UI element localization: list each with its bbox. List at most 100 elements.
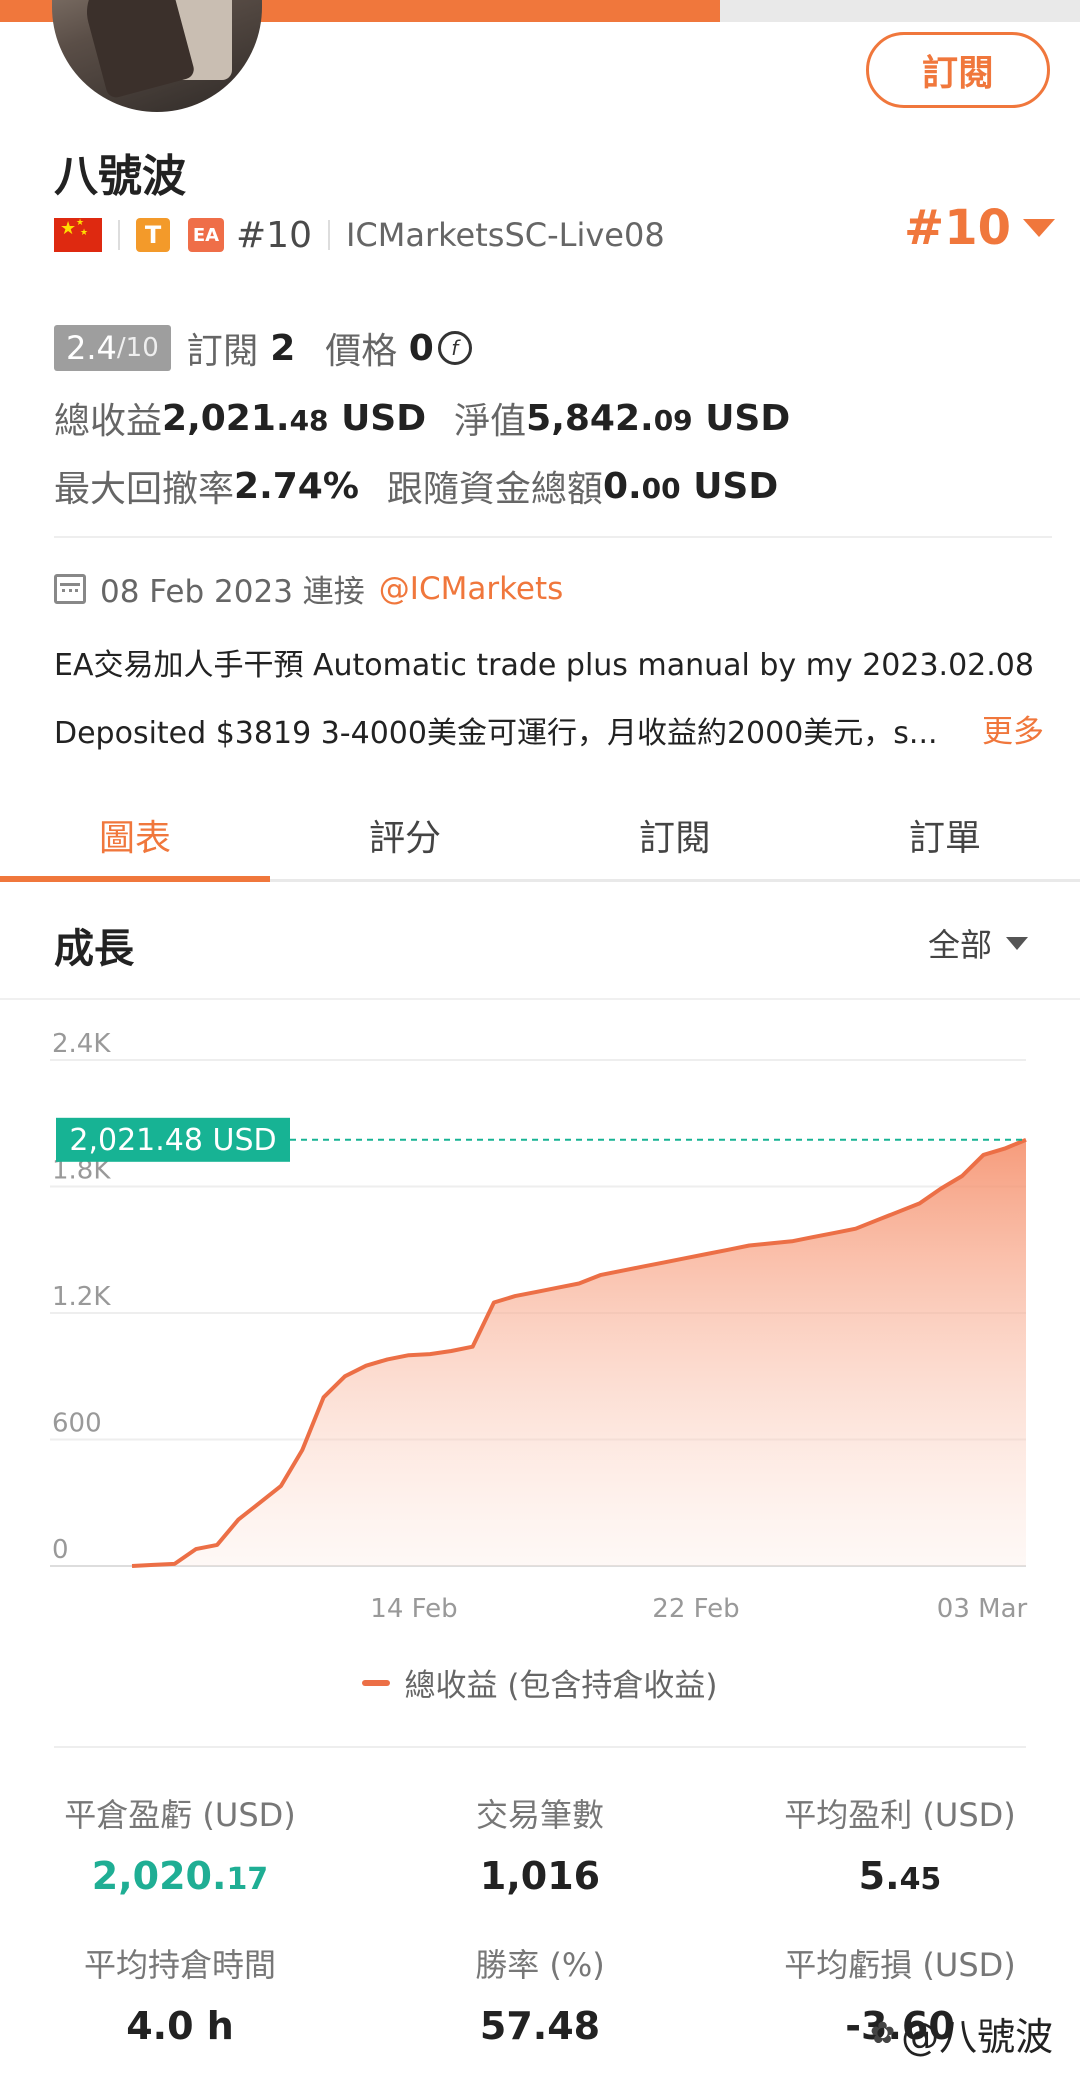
broker-link[interactable]: @ICMarkets bbox=[378, 570, 564, 607]
equity-dec: 09 bbox=[653, 403, 693, 437]
subs-label: 訂閱 bbox=[186, 331, 259, 372]
coin-icon: f bbox=[437, 331, 472, 365]
equity-label: 淨值 bbox=[454, 401, 527, 442]
description-line-1: EA交易加人手干預 Automatic trade plus manual by… bbox=[54, 648, 1034, 683]
rating-denominator: /10 bbox=[116, 333, 159, 363]
period-filter[interactable]: 全部 bbox=[928, 920, 1028, 966]
chart-legend: 總收益 (包含持倉收益) bbox=[0, 1660, 1080, 1705]
trader-name: 八號波 bbox=[54, 151, 186, 202]
rating-value: 2.4 bbox=[66, 329, 117, 367]
metric-value: 4.0 h bbox=[30, 2004, 330, 2048]
drawdown-value: 2.74% bbox=[234, 465, 359, 507]
y-tick-label: 600 bbox=[52, 1409, 102, 1439]
total-dec: 48 bbox=[289, 403, 329, 437]
follow-unit: USD bbox=[693, 465, 779, 507]
metric-value-dec: 17 bbox=[226, 1862, 269, 1897]
metric-item: 勝率 (%) 57.48 bbox=[390, 1940, 690, 2048]
connection-info: 08 Feb 2023 連接 @ICMarkets bbox=[54, 566, 563, 611]
metric-value-int: 4.0 h bbox=[126, 2004, 234, 2048]
total-value: 2,021.48 USD bbox=[162, 398, 426, 439]
divider bbox=[54, 536, 1052, 538]
rank-big-label: #10 bbox=[904, 200, 1012, 256]
calendar-icon bbox=[54, 573, 86, 604]
legend-swatch bbox=[362, 1679, 391, 1686]
metric-value: -3.60 bbox=[750, 2004, 1050, 2048]
watermark-text: @八號波 bbox=[901, 2015, 1054, 2059]
divider bbox=[118, 220, 120, 250]
ea-badge-icon: EA bbox=[188, 218, 224, 252]
y-tick-label: 0 bbox=[52, 1535, 69, 1565]
series-line bbox=[131, 1137, 1027, 1568]
tab-bar: 圖表 評分 訂閱 訂單 bbox=[0, 790, 1080, 882]
metric-value: 2,020.17 bbox=[30, 1854, 330, 1898]
y-tick-label: 1.2K bbox=[52, 1282, 111, 1312]
drawdown-label: 最大回撤率 bbox=[54, 469, 235, 510]
follow-value: 0.00 USD bbox=[603, 466, 778, 507]
subscribe-button[interactable]: 訂閱 bbox=[866, 32, 1050, 108]
metric-item: 平均持倉時間 4.0 h bbox=[30, 1940, 330, 2048]
y-tick-label: 2.4K bbox=[52, 1029, 111, 1059]
badge-row: ★ ★ ★ T EA #10 ICMarketsSC-Live08 bbox=[54, 212, 665, 258]
metric-value: 5.45 bbox=[750, 1854, 1050, 1898]
broker-server: ICMarketsSC-Live08 bbox=[345, 216, 665, 254]
subs-value: 2 bbox=[270, 327, 296, 369]
rating-badge: 2.4/10 bbox=[54, 325, 171, 371]
metric-value-int: 1,016 bbox=[479, 1854, 601, 1898]
metric-value: 1,016 bbox=[390, 1854, 690, 1898]
more-link[interactable]: 更多 bbox=[982, 714, 1044, 750]
x-tick-label: 22 Feb bbox=[652, 1594, 739, 1624]
metric-value-int: 2,020. bbox=[91, 1854, 227, 1898]
rank-dropdown[interactable]: #10 bbox=[904, 200, 1056, 256]
rating-row: 2.4/10 訂閱 2 價格 0 f bbox=[54, 322, 472, 374]
metric-value-int: 5. bbox=[858, 1854, 900, 1898]
current-value-label-bg bbox=[56, 1117, 290, 1162]
top-banner-photo bbox=[720, 0, 1080, 22]
follow-dec: 00 bbox=[641, 471, 681, 505]
metric-value-dec: 45 bbox=[899, 1862, 942, 1897]
divider bbox=[54, 1746, 1026, 1748]
profit-row: 總收益 2,021.48 USD 淨值 5,842.09 USD bbox=[54, 392, 790, 444]
caret-down-icon bbox=[1006, 936, 1028, 950]
description-line-2: Deposited $3819 3-4000美金可運行，月收益約2000美元，s… bbox=[54, 716, 938, 751]
t-badge-icon: T bbox=[136, 218, 170, 252]
connect-date: 08 Feb 2023 連接 bbox=[100, 574, 365, 610]
total-int: 2,021. bbox=[162, 397, 290, 439]
metric-label: 交易筆數 bbox=[475, 1796, 604, 1834]
metric-label: 平均虧損 (USD) bbox=[784, 1946, 1016, 1984]
tab-chart[interactable]: 圖表 bbox=[0, 790, 270, 882]
equity-int: 5,842. bbox=[526, 397, 654, 439]
metric-item: 交易筆數 1,016 bbox=[390, 1790, 690, 1898]
filter-label: 全部 bbox=[927, 926, 992, 964]
total-label: 總收益 bbox=[54, 401, 163, 442]
metric-item: 平均虧損 (USD) -3.60 bbox=[750, 1940, 1050, 2048]
equity-unit: USD bbox=[705, 397, 791, 439]
legend-label: 總收益 (包含持倉收益) bbox=[404, 1668, 718, 1704]
avatar-figure-shape bbox=[78, 0, 196, 100]
metric-label: 勝率 (%) bbox=[475, 1946, 605, 1984]
metric-value: 57.48 bbox=[390, 2004, 690, 2048]
metric-value-int: -3.60 bbox=[845, 2004, 955, 2048]
tab-subscribe[interactable]: 訂閱 bbox=[638, 817, 711, 859]
drawdown-row: 最大回撤率 2.74% 跟隨資金總額 0.00 USD bbox=[54, 460, 778, 512]
follow-int: 0. bbox=[602, 465, 642, 507]
current-value-label: 2,021.48 USD bbox=[69, 1123, 276, 1158]
watermark-logo-icon: ✿ bbox=[870, 2016, 896, 2051]
follow-label: 跟隨資金總額 bbox=[386, 469, 603, 510]
series-area bbox=[132, 1139, 1026, 1566]
metric-value-int: 57.48 bbox=[479, 2004, 601, 2048]
equity-value: 5,842.09 USD bbox=[526, 398, 790, 439]
tab-rating[interactable]: 評分 bbox=[368, 817, 441, 859]
x-tick-label: 03 Mar bbox=[937, 1594, 1028, 1624]
avatar[interactable] bbox=[52, 0, 262, 112]
x-tick-label: 14 Feb bbox=[370, 1594, 457, 1624]
total-unit: USD bbox=[341, 397, 427, 439]
section-title: 成長 bbox=[54, 926, 134, 972]
metric-label: 平均持倉時間 bbox=[83, 1946, 276, 1984]
china-flag-icon: ★ ★ ★ bbox=[54, 218, 102, 252]
price-value: 0 bbox=[408, 327, 434, 369]
tab-orders[interactable]: 訂單 bbox=[908, 817, 981, 859]
section-header: 成長 全部 bbox=[0, 882, 1080, 1000]
caret-down-icon bbox=[1023, 219, 1056, 237]
metric-label: 平均盈利 (USD) bbox=[784, 1796, 1016, 1834]
